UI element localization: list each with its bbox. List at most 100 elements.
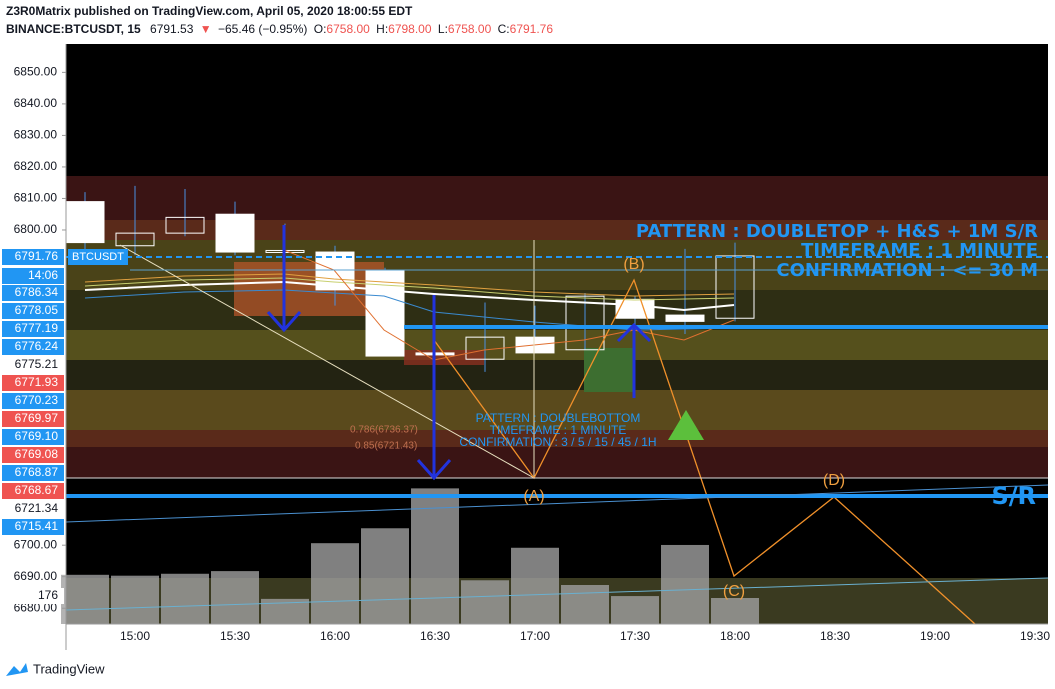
candle-body: [215, 213, 255, 253]
triangle: [668, 410, 704, 440]
volume-bar: [711, 597, 759, 624]
price-label-bg: [2, 483, 64, 499]
price-label-bg: [2, 268, 64, 284]
annotation: PATTERN : DOUBLETOP + H&S + 1M S/R: [636, 221, 1038, 242]
y-tick-label: 6850.00: [14, 65, 58, 79]
logo: TradingView: [6, 661, 105, 676]
zone: [66, 360, 1048, 390]
symbol-tag: BTCUSDT: [72, 251, 124, 263]
arrow-down: [266, 225, 302, 333]
trend: [65, 577, 1049, 611]
point-label: (C): [723, 583, 745, 600]
price-label-bg: [2, 519, 64, 535]
arrow: ▼: [200, 22, 212, 36]
price-label: 6771.93: [15, 375, 59, 389]
candle-body: [665, 314, 705, 322]
volume-bar: [361, 528, 409, 624]
price-label: 6769.10: [15, 429, 59, 443]
o-label: O:: [314, 22, 327, 36]
price-label: 6791.76: [15, 249, 59, 263]
h-label: H:: [376, 22, 388, 36]
price-label-bg: [2, 501, 64, 517]
price-label: 176: [38, 588, 58, 602]
annotation: CONFIRMATION : 3 / 5 / 15 / 45 / 1H: [459, 435, 656, 449]
marks: [61, 185, 759, 624]
zone: [66, 220, 1048, 240]
price-label: 6786.34: [15, 285, 59, 299]
x-tick-label: 19:30: [1020, 629, 1050, 643]
y-tick-label: 6830.00: [14, 128, 58, 142]
volume-bar: [311, 543, 359, 624]
price-label-bg: [2, 429, 64, 445]
candle-body: [615, 298, 655, 319]
zone: [66, 447, 1048, 478]
price-label-bg: [2, 447, 64, 463]
h: 6798.00: [388, 22, 432, 36]
price-label: 6777.19: [15, 321, 59, 335]
price-label: 6768.67: [15, 483, 59, 497]
l: 6758.00: [448, 22, 492, 36]
point-label: (D): [823, 472, 845, 489]
arrow-up: [616, 322, 652, 398]
sr-label: S/R: [991, 482, 1036, 510]
annotation: TIMEFRAME : 1 MINUTE: [490, 423, 627, 437]
volume-bar: [61, 574, 109, 624]
point-label: (B): [623, 256, 644, 273]
trend: [65, 484, 1049, 523]
ma: [84, 280, 735, 312]
x-tick-label: 15:30: [220, 629, 250, 643]
last: 6791.53: [150, 22, 194, 36]
x-tick-label: 15:00: [120, 629, 150, 643]
candle-body: [65, 201, 105, 244]
fib-label: 0.85(6721.43): [355, 441, 417, 452]
candle-body: [565, 295, 605, 351]
volume-bar: [511, 547, 559, 624]
price-label: 6721.34: [15, 501, 59, 515]
x-tick-label: 17:00: [520, 629, 550, 643]
price-label: 6769.97: [15, 411, 59, 425]
arrow-down: [416, 295, 452, 481]
point-label: (A): [523, 488, 544, 505]
symbol-line: BINANCE:BTCUSDT, 15 6791.53 ▼ −65.46 (−0…: [6, 22, 553, 36]
candle-body: [115, 232, 155, 247]
price-label: 6775.21: [15, 357, 59, 371]
price-label: 6768.87: [15, 465, 59, 479]
trend: [119, 244, 535, 479]
price-label-bg: [2, 303, 64, 319]
publisher: Z3R0Matrix published on TradingView.com,…: [6, 4, 413, 18]
y-tick-label: 6840.00: [14, 96, 58, 110]
y-tick-label: 6690.00: [14, 569, 58, 583]
overlays: [65, 225, 1049, 625]
volume-bar: [611, 596, 659, 624]
symbol: BINANCE:BTCUSDT, 15: [6, 22, 141, 36]
price-label: 6776.24: [15, 339, 59, 353]
price-label: 14:06: [28, 268, 58, 282]
o: 6758.00: [326, 22, 370, 36]
volume-bar: [661, 544, 709, 624]
y-tick-label: 6820.00: [14, 159, 58, 173]
volume-bar: [561, 584, 609, 624]
zone: [66, 176, 1048, 220]
volume-bar: [461, 580, 509, 624]
price-label-bg: [2, 393, 64, 409]
y-tick-label: 6810.00: [14, 191, 58, 205]
zone: [66, 430, 1048, 447]
volume-bar: [211, 571, 259, 624]
price-label-bg: [2, 285, 64, 301]
price-label: 6769.08: [15, 447, 59, 461]
x-tick-label: 17:30: [620, 629, 650, 643]
x-tick-label: 16:00: [320, 629, 350, 643]
change: −65.46 (−0.95%): [218, 22, 307, 36]
price-label-bg: [2, 339, 64, 355]
price-label-bg: [2, 357, 64, 373]
ma: [84, 277, 735, 301]
price-label-bg: [2, 321, 64, 337]
box: [584, 348, 634, 392]
candle-body: [365, 270, 405, 357]
c-label: C:: [498, 22, 510, 36]
price-label-bg: [2, 249, 64, 265]
price-label: 6770.23: [15, 393, 59, 407]
price-label-bg: [2, 375, 64, 391]
